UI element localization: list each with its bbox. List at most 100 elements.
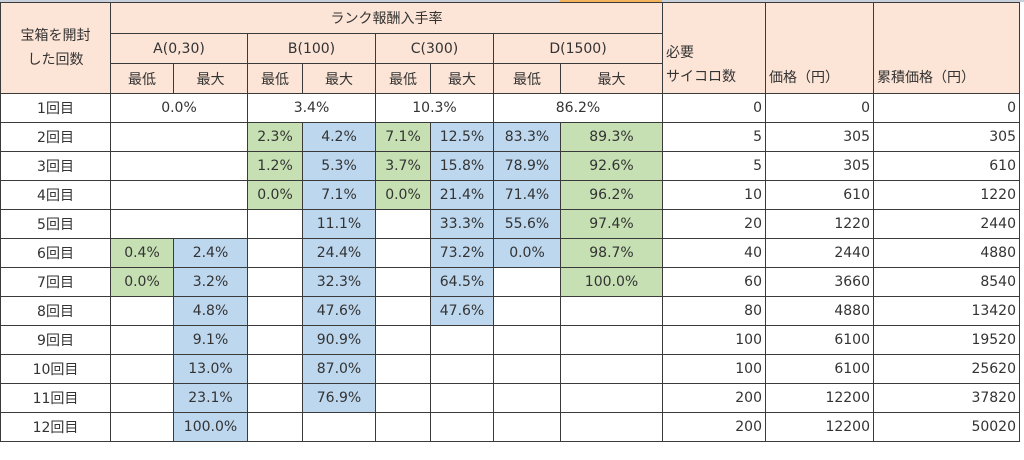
a-min-header[interactable]: 最低 xyxy=(110,63,174,94)
d-min[interactable]: 0.0% xyxy=(493,238,561,268)
d-min[interactable] xyxy=(493,412,561,442)
c-max[interactable]: 64.5% xyxy=(430,267,494,297)
cumulative-price[interactable]: 1220 xyxy=(873,180,1020,210)
c-min[interactable]: 7.1% xyxy=(375,122,431,152)
dice-count[interactable]: 100 xyxy=(662,354,766,384)
b-max-header[interactable]: 最大 xyxy=(302,63,376,94)
c-min[interactable] xyxy=(375,354,431,384)
a-min[interactable]: 0.4% xyxy=(110,238,174,268)
b-max[interactable]: 87.0% xyxy=(302,354,376,384)
b-max[interactable] xyxy=(302,412,376,442)
a-empty[interactable] xyxy=(110,209,248,239)
d-min[interactable]: 78.9% xyxy=(493,151,561,181)
a-empty[interactable] xyxy=(110,122,248,152)
b-max[interactable]: 90.9% xyxy=(302,325,376,355)
c-min[interactable] xyxy=(375,383,431,413)
c-max[interactable]: 47.6% xyxy=(430,296,494,326)
b-max[interactable]: 5.3% xyxy=(302,151,376,181)
dice-count[interactable]: 10 xyxy=(662,180,766,210)
c-min[interactable] xyxy=(375,267,431,297)
row-label[interactable]: 12回目 xyxy=(0,412,111,442)
dice-count[interactable]: 80 xyxy=(662,296,766,326)
b-max[interactable]: 11.1% xyxy=(302,209,376,239)
c-min[interactable] xyxy=(375,296,431,326)
d-min[interactable]: 55.6% xyxy=(493,209,561,239)
d-max[interactable]: 100.0% xyxy=(560,267,663,297)
row-label[interactable]: 10回目 xyxy=(0,354,111,384)
d-min-header[interactable]: 最低 xyxy=(493,63,561,94)
d-min[interactable] xyxy=(493,296,561,326)
c-max[interactable]: 15.8% xyxy=(430,151,494,181)
row-label[interactable]: 2回目 xyxy=(0,122,111,152)
d-min[interactable] xyxy=(493,267,561,297)
b-min[interactable]: 2.3% xyxy=(247,122,303,152)
c-min[interactable]: 3.7% xyxy=(375,151,431,181)
b-min[interactable] xyxy=(247,383,303,413)
d-max[interactable]: 89.3% xyxy=(560,122,663,152)
b-max[interactable]: 76.9% xyxy=(302,383,376,413)
a-max[interactable]: 3.2% xyxy=(173,267,248,297)
d-max[interactable] xyxy=(560,354,663,384)
c-max[interactable] xyxy=(430,383,494,413)
row-label[interactable]: 3回目 xyxy=(0,151,111,181)
rank-c-header[interactable]: C(300) xyxy=(375,33,494,64)
c-min[interactable]: 0.0% xyxy=(375,180,431,210)
c-max-header[interactable]: 最大 xyxy=(430,63,494,94)
b-min[interactable] xyxy=(247,296,303,326)
row-label[interactable]: 7回目 xyxy=(0,267,111,297)
c-max[interactable] xyxy=(430,325,494,355)
price[interactable]: 6100 xyxy=(765,354,874,384)
cumulative-price[interactable]: 2440 xyxy=(873,209,1020,239)
a-empty[interactable] xyxy=(110,151,248,181)
row-label[interactable]: 4回目 xyxy=(0,180,111,210)
c-max[interactable]: 12.5% xyxy=(430,122,494,152)
d-max[interactable] xyxy=(560,296,663,326)
c-min-header[interactable]: 最低 xyxy=(375,63,431,94)
d-min[interactable]: 83.3% xyxy=(493,122,561,152)
price[interactable]: 305 xyxy=(765,122,874,152)
cumulative-price[interactable]: 0 xyxy=(873,93,1020,123)
d-max[interactable]: 96.2% xyxy=(560,180,663,210)
b-min[interactable]: 0.0% xyxy=(247,180,303,210)
price[interactable]: 2440 xyxy=(765,238,874,268)
cumulative-price-header[interactable]: 累積価格（円） xyxy=(873,2,1020,94)
c-max[interactable]: 73.2% xyxy=(430,238,494,268)
d-max[interactable] xyxy=(560,412,663,442)
dice-count[interactable]: 40 xyxy=(662,238,766,268)
d-max[interactable]: 97.4% xyxy=(560,209,663,239)
b-rate[interactable]: 3.4% xyxy=(247,93,376,123)
d-min[interactable]: 71.4% xyxy=(493,180,561,210)
c-max[interactable] xyxy=(430,412,494,442)
cumulative-price[interactable]: 50020 xyxy=(873,412,1020,442)
d-max-header[interactable]: 最大 xyxy=(560,63,663,94)
dice-count[interactable]: 100 xyxy=(662,325,766,355)
a-empty[interactable] xyxy=(110,180,248,210)
cumulative-price[interactable]: 25620 xyxy=(873,354,1020,384)
b-max[interactable]: 4.2% xyxy=(302,122,376,152)
dice-count[interactable]: 0 xyxy=(662,93,766,123)
a-max[interactable]: 2.4% xyxy=(173,238,248,268)
a-max-header[interactable]: 最大 xyxy=(173,63,248,94)
a-min[interactable] xyxy=(110,296,174,326)
dice-count-header[interactable]: 必要 サイコロ数 xyxy=(662,2,766,94)
a-min[interactable] xyxy=(110,383,174,413)
b-max[interactable]: 7.1% xyxy=(302,180,376,210)
price[interactable]: 0 xyxy=(765,93,874,123)
d-max[interactable]: 92.6% xyxy=(560,151,663,181)
dice-count[interactable]: 200 xyxy=(662,412,766,442)
b-min[interactable] xyxy=(247,267,303,297)
b-min[interactable] xyxy=(247,412,303,442)
row-label[interactable]: 8回目 xyxy=(0,296,111,326)
a-min[interactable] xyxy=(110,325,174,355)
a-max[interactable]: 4.8% xyxy=(173,296,248,326)
c-rate[interactable]: 10.3% xyxy=(375,93,494,123)
b-min[interactable] xyxy=(247,354,303,384)
dice-count[interactable]: 20 xyxy=(662,209,766,239)
b-min[interactable] xyxy=(247,238,303,268)
dice-count[interactable]: 200 xyxy=(662,383,766,413)
c-min[interactable] xyxy=(375,238,431,268)
row-label[interactable]: 11回目 xyxy=(0,383,111,413)
a-min[interactable] xyxy=(110,412,174,442)
price[interactable]: 305 xyxy=(765,151,874,181)
rank-d-header[interactable]: D(1500) xyxy=(493,33,663,64)
